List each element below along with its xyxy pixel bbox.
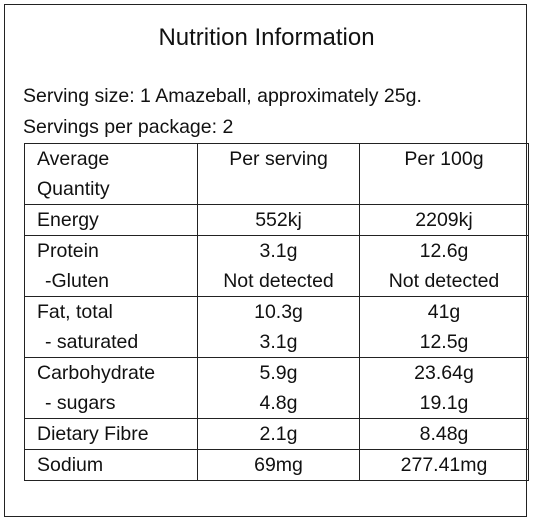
row: Sodium 69mg 277.41mg <box>24 449 529 481</box>
cell: 3.1g Not detected <box>197 235 360 297</box>
cell-text: 4.8g <box>259 392 298 414</box>
cell-text: Fat, total <box>37 301 113 323</box>
header-row: Average Quantity Per serving Per 100g <box>24 143 529 205</box>
cell: 5.9g 4.8g <box>197 357 360 419</box>
cell-text: 2209kj <box>415 209 473 231</box>
header-text: Per serving <box>229 148 328 170</box>
row: Carbohydrate - sugars 5.9g 4.8g 23.64g 19.1g <box>24 357 529 419</box>
cell: 10.3g 3.1g <box>197 296 360 358</box>
cell-text: 69mg <box>254 454 303 476</box>
row: Energy 552kj 2209kj <box>24 204 529 236</box>
cell: 41g 12.5g <box>359 296 529 358</box>
cell-text: Energy <box>37 209 99 231</box>
row: Protein -Gluten 3.1g Not detected 12.6g Not d… <box>24 235 529 297</box>
cell: Fat, total - saturated <box>24 296 198 358</box>
title: Nutrition Information <box>158 24 375 51</box>
cell-text: - sugars <box>45 392 116 414</box>
header-cell: Per 100g <box>359 143 529 205</box>
cell-text: 12.6g <box>419 240 469 262</box>
cell-text: 3.1g <box>259 240 298 262</box>
cell: 277.41mg <box>359 449 529 481</box>
cell-text: 3.1g <box>259 331 298 353</box>
cell-text: 5.9g <box>259 362 298 384</box>
cell-text: Protein <box>37 240 99 262</box>
cell-text: Dietary Fibre <box>37 423 149 445</box>
cell: Protein -Gluten <box>24 235 198 297</box>
cell-text: 41g <box>427 301 461 323</box>
cell: 552kj <box>197 204 360 236</box>
cell-text: - saturated <box>45 331 139 353</box>
cell-text: 19.1g <box>419 392 469 414</box>
cell-text: 12.5g <box>419 331 469 353</box>
cell-text: Not detected <box>388 270 500 292</box>
header-cell: Average Quantity <box>24 143 198 205</box>
cell: Carbohydrate - sugars <box>24 357 198 419</box>
cell-text: Carbohydrate <box>37 362 156 384</box>
cell: 2.1g <box>197 418 360 450</box>
header-text: Per 100g <box>404 148 484 170</box>
cell-text: 552kj <box>255 209 302 231</box>
cell-text: Not detected <box>223 270 334 292</box>
cell: 69mg <box>197 449 360 481</box>
cell: Energy <box>24 204 198 236</box>
cell-text: 8.48g <box>419 423 469 445</box>
cell-text: -Gluten <box>45 270 109 292</box>
row: Fat, total - saturated 10.3g 3.1g 41g 12.5g <box>24 296 529 358</box>
servings-per-package: Servings per package: 2 <box>23 116 234 138</box>
cell-text: Sodium <box>37 454 104 476</box>
cell-text: 23.64g <box>414 362 474 384</box>
cell: 12.6g Not detected <box>359 235 529 297</box>
serving-size: Serving size: 1 Amazeball, approximately… <box>23 85 422 107</box>
cell-text: 277.41mg <box>400 454 488 476</box>
cell: 8.48g <box>359 418 529 450</box>
cell: 2209kj <box>359 204 529 236</box>
cell: 23.64g 19.1g <box>359 357 529 419</box>
cell: Dietary Fibre <box>24 418 198 450</box>
header-text: Average Quantity <box>37 148 110 200</box>
cell: Sodium <box>24 449 198 481</box>
row: Dietary Fibre 2.1g 8.48g <box>24 418 529 450</box>
cell-text: 10.3g <box>254 301 303 323</box>
header-cell: Per serving <box>197 143 360 205</box>
cell-text: 2.1g <box>259 423 298 445</box>
nutrition-table: Average Quantity Per serving Per 100g Energ… <box>24 143 529 481</box>
